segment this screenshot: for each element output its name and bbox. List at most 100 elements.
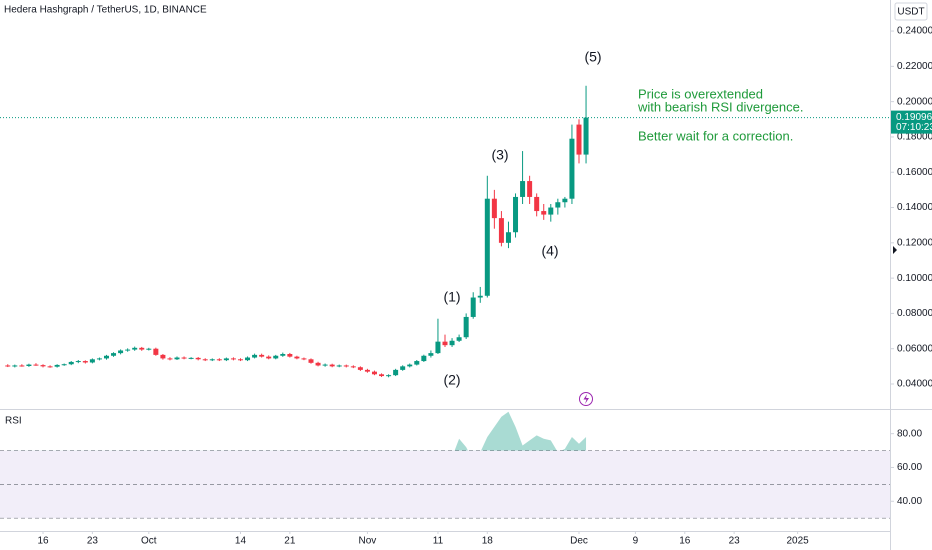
axis-marker: [893, 246, 897, 254]
candle-body: [442, 341, 448, 346]
candle-body: [294, 356, 300, 359]
candle-body: [555, 202, 561, 208]
candle-body: [195, 357, 201, 360]
candle-body: [505, 232, 511, 243]
x-tick-label: 16: [37, 536, 49, 547]
candle-body: [89, 359, 95, 363]
x-tick-label: 23: [87, 536, 99, 547]
wave-label: (1): [443, 289, 460, 305]
candle-body: [287, 354, 293, 357]
candle-body: [541, 211, 547, 215]
candle-body: [435, 341, 441, 354]
x-tick-label: 16: [679, 536, 691, 547]
candle-body: [329, 364, 335, 367]
x-tick-label: 21: [284, 536, 296, 547]
x-tick-label: Dec: [570, 536, 588, 547]
candle-body: [583, 117, 589, 155]
y-tick-label: 0.10000: [897, 273, 932, 284]
candle-body: [562, 198, 568, 203]
y-tick-label: 0.16000: [897, 167, 932, 178]
candle-body: [428, 353, 434, 356]
y-tick-label: 0.08000: [897, 308, 932, 319]
candle-body: [393, 369, 399, 376]
y-tick-label: 0.04000: [897, 379, 932, 390]
candle-body: [33, 364, 39, 366]
candle-body: [167, 358, 173, 360]
y-tick-label: 0.18000: [897, 132, 932, 143]
rsi-pane: 40.00 60.00 80.00: [0, 411, 922, 519]
candle-body: [139, 347, 145, 350]
wave-label: (2): [443, 372, 460, 388]
candle-body: [216, 359, 222, 361]
candle-body: [202, 359, 208, 361]
candle-body: [386, 375, 392, 377]
candle-body: [350, 366, 356, 368]
y-tick-label: 0.12000: [897, 237, 932, 248]
candle-body: [414, 361, 420, 365]
wave-label: (4): [541, 243, 558, 259]
candle-body: [379, 374, 385, 377]
candle-body: [400, 366, 406, 370]
candle-body: [484, 198, 490, 296]
y-tick-label: 60.00: [897, 462, 922, 473]
candle-body: [449, 340, 455, 346]
candle-body: [364, 369, 370, 372]
candle-body: [463, 316, 469, 338]
candle-body: [456, 337, 462, 341]
candle-body: [5, 365, 11, 367]
candle-body: [273, 355, 279, 359]
candle-body: [54, 364, 60, 367]
candle-body: [82, 361, 88, 363]
wave-label: (3): [491, 147, 508, 163]
x-tick-label: 14: [235, 536, 247, 547]
candle-body: [308, 359, 314, 363]
candle-body: [26, 364, 32, 366]
candle-body: [181, 357, 187, 359]
chart-title: Hedera Hashgraph / TetherUS, 1D, BINANCE: [4, 5, 207, 16]
candle-body: [357, 367, 363, 370]
candle-body: [301, 358, 307, 360]
candle-body: [111, 353, 117, 356]
candle-body: [230, 358, 236, 360]
x-tick-label: 11: [433, 536, 444, 547]
candle-body: [371, 371, 377, 375]
candle-body: [68, 361, 74, 365]
candle-body: [576, 124, 582, 155]
candle-body: [153, 348, 159, 355]
rsi-title: RSI: [5, 416, 22, 427]
candle-body: [245, 357, 251, 361]
x-tick-label: Nov: [359, 536, 377, 547]
candle-body: [498, 218, 504, 243]
y-tick-label: 0.20000: [897, 96, 932, 107]
candle-body: [40, 365, 46, 367]
candle-body: [315, 362, 321, 366]
last-price-label: 0.19096: [896, 112, 932, 123]
candle-body: [75, 361, 81, 363]
currency-button[interactable]: [894, 2, 928, 21]
candle-body: [12, 365, 18, 367]
y-tick-label: 0.22000: [897, 61, 932, 72]
rsi-overbought-fill: [454, 411, 587, 451]
last-price-box: [891, 110, 932, 134]
candle-body: [160, 354, 166, 359]
candle-body: [174, 357, 180, 360]
x-tick-label: 18: [482, 536, 494, 547]
candle-body: [125, 349, 131, 351]
candle-body: [527, 181, 533, 197]
candle-body: [477, 295, 483, 298]
x-tick-label: 2025: [786, 536, 809, 547]
candle-body: [470, 297, 476, 317]
candle-body: [209, 359, 215, 361]
currency-label: USDT: [897, 7, 924, 18]
candle-body: [280, 354, 286, 356]
y-tick-label: 40.00: [897, 496, 922, 507]
candle-body: [491, 198, 497, 219]
candle-body: [407, 364, 413, 367]
candle-body: [421, 355, 427, 362]
candle-body: [513, 196, 519, 233]
candle-body: [252, 354, 258, 358]
x-tick-label: 9: [633, 536, 639, 547]
candle-body: [534, 196, 540, 212]
candle-body: [132, 347, 138, 350]
